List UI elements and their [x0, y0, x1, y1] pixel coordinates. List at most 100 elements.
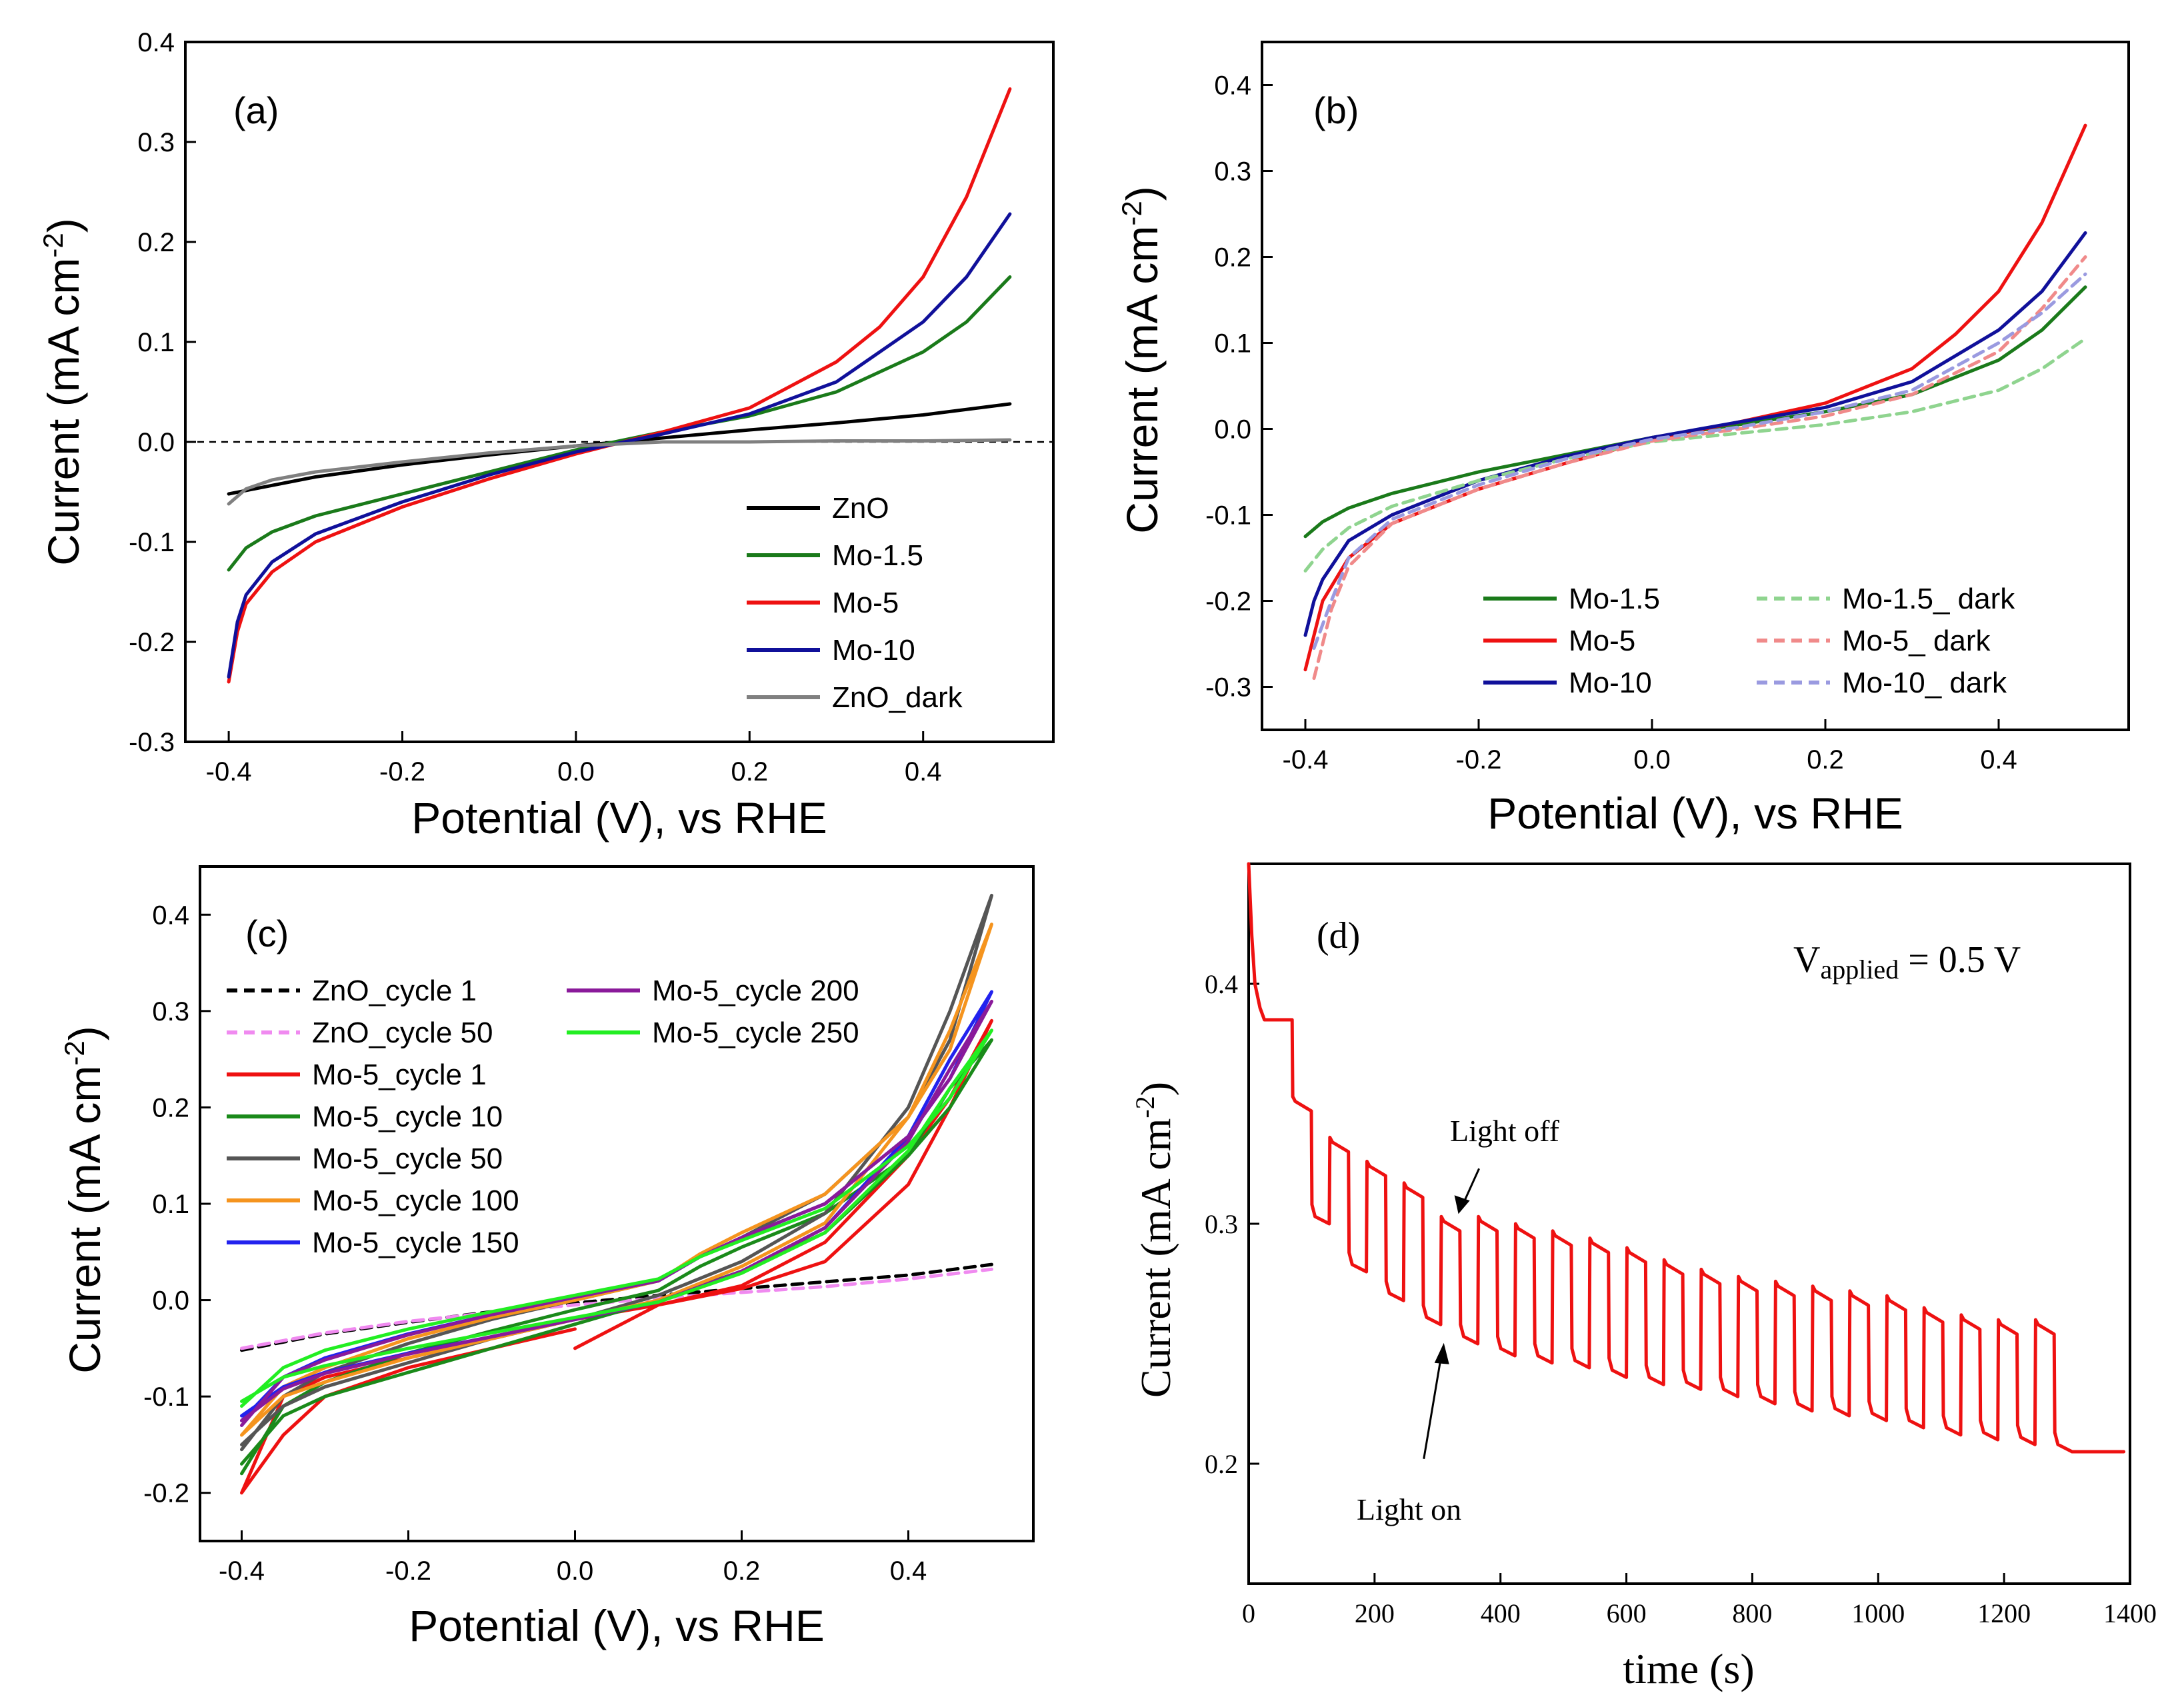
panel-a-y-axis-title-main: Current (mA cm	[39, 258, 88, 566]
panel-a-legend-label: ZnO_dark	[832, 681, 963, 714]
panel-d-x-tick-label: 600	[1607, 1598, 1647, 1628]
panel-a-y-tick-label: 0.0	[137, 428, 175, 457]
panel-a-series-line	[227, 212, 1012, 679]
panel-c-x-tick-label: 0.4	[890, 1556, 927, 1586]
panel-b-series-line	[1303, 337, 2087, 573]
panel-a-series-line	[227, 275, 1012, 572]
panel-a-legend-label: Mo-10	[832, 634, 915, 667]
panel-d-light-on-arrowhead	[1434, 1342, 1449, 1364]
panel-d-chart: (d) Vapplied = 0.5 V Light off Light on …	[1130, 862, 2157, 1692]
panel-d-applied-voltage: Vapplied = 0.5 V	[1793, 939, 2021, 984]
panel-c-y-tick-label: -0.1	[143, 1382, 189, 1412]
panel-a-y-axis-title-close: )	[39, 218, 88, 233]
panel-d-y-tick-label: 0.4	[1205, 969, 1238, 999]
panel-c-series-line	[240, 922, 993, 1437]
panel-c-series-line	[240, 1018, 993, 1495]
panel-c-legend-label: ZnO_cycle 1	[312, 974, 477, 1007]
panel-d-applied-voltage-sub: applied	[1820, 954, 1899, 984]
panel-b-legend-label: Mo-5	[1569, 625, 1635, 657]
panel-d-x-tick-label: 200	[1355, 1598, 1395, 1628]
panel-c-legend-label: Mo-5_cycle 100	[312, 1184, 519, 1217]
panel-a-y-tick-label: 0.1	[137, 328, 175, 357]
panel-c-y-tick-label: 0.2	[152, 1093, 189, 1122]
panel-d-applied-voltage-value: = 0.5 V	[1899, 939, 2021, 980]
panel-a-x-tick-label: 0.0	[557, 757, 595, 787]
panel-a-y-tick-label: -0.3	[129, 728, 175, 757]
panel-b-x-tick-label: -0.4	[1283, 745, 1329, 775]
panel-b-x-tick-label: 0.4	[1980, 745, 2017, 775]
panel-d-light-on-label: Light on	[1357, 1492, 1461, 1526]
panel-b-label: (b)	[1313, 89, 1359, 131]
panel-c-legend-label: Mo-5_cycle 50	[312, 1142, 503, 1175]
panel-c-label: (c)	[245, 912, 289, 954]
panel-a-x-tick-label: -0.2	[379, 757, 425, 787]
panel-c-legend-label: Mo-5_cycle 250	[652, 1016, 859, 1049]
panel-b-x-tick-label: -0.2	[1456, 745, 1502, 775]
panel-c-y-axis-title: Current (mA cm-2)	[59, 1026, 109, 1373]
panel-c-series-line	[240, 999, 993, 1427]
panel-d-x-tick-label: 1400	[2103, 1598, 2157, 1628]
panel-c-legend-label: Mo-5_cycle 200	[652, 974, 859, 1007]
panel-b-x-tick-label: 0.0	[1633, 745, 1671, 775]
panel-a-y-axis-title-sup: -2	[37, 233, 69, 257]
panel-b-series-line	[1303, 231, 2087, 637]
panel-d-y-axis-title-close: )	[1132, 1082, 1179, 1096]
panel-a-frame	[184, 41, 1055, 743]
panel-d-light-off-arrowhead	[1454, 1195, 1470, 1214]
panel-c-series-line	[240, 1028, 993, 1408]
panel-d-label: (d)	[1317, 915, 1360, 956]
panel-a-y-tick-label: -0.1	[129, 528, 175, 557]
panel-a-chart: (a) Potential (V), vs RHE Current (mA cm…	[37, 28, 1055, 843]
panel-a-legend-label: ZnO	[832, 492, 889, 525]
panel-a-y-tick-label: 0.4	[137, 28, 175, 57]
panel-b-legend-label: Mo-1.5	[1569, 583, 1660, 615]
panel-d-series-line	[1247, 862, 2126, 1454]
panel-a-series-line	[227, 438, 1012, 506]
panel-d-light-off-label: Light off	[1450, 1114, 1560, 1148]
panel-b-y-tick-label: 0.2	[1214, 243, 1251, 273]
panel-b-y-axis-title-sup: -2	[1116, 201, 1147, 225]
panel-a-series-line	[227, 87, 1012, 684]
panel-b-series-line	[1312, 272, 2087, 650]
panel-d-x-tick-label: 1200	[1977, 1598, 2031, 1628]
panel-b-legend-label: Mo-1.5_ dark	[1842, 583, 2015, 615]
panel-d-x-tick-label: 400	[1481, 1598, 1521, 1628]
panel-b-y-axis-title-close: )	[1117, 186, 1167, 201]
panel-b-frame	[1261, 41, 2130, 731]
panel-c-series-line	[240, 1267, 993, 1350]
panel-a-legend-label: Mo-5	[832, 587, 899, 619]
panel-b-chart: (b) Potential (V), vs RHE Current (mA cm…	[1116, 41, 2130, 838]
panel-c-y-tick-label: -0.2	[143, 1479, 189, 1508]
panel-c-x-tick-label: -0.2	[385, 1556, 431, 1586]
panel-d-x-tick-label: 1000	[1851, 1598, 1905, 1628]
panel-b-legend-label: Mo-10	[1569, 667, 1652, 699]
panel-b-x-axis-title: Potential (V), vs RHE	[1487, 789, 1903, 838]
panel-d-light-on-arrow	[1423, 1348, 1444, 1460]
panel-c-y-tick-label: 0.0	[152, 1286, 189, 1316]
panel-b-y-axis-title: Current (mA cm-2)	[1116, 186, 1167, 533]
panel-b-y-tick-label: -0.1	[1205, 501, 1251, 531]
panel-d-x-axis-title: time (s)	[1623, 1645, 1754, 1692]
panel-a-y-tick-label: 0.3	[137, 128, 175, 157]
panel-d-x-tick-label: 800	[1732, 1598, 1772, 1628]
panel-c-y-tick-label: 0.3	[152, 997, 189, 1026]
panel-b-legend-label: Mo-10_ dark	[1842, 667, 2007, 699]
panel-a-label: (a)	[233, 89, 279, 131]
panel-b-legend-label: Mo-5_ dark	[1842, 625, 1991, 657]
panel-a-y-axis-title: Current (mA cm-2)	[37, 218, 88, 565]
panel-b-y-tick-label: 0.3	[1214, 157, 1251, 187]
panel-c-y-axis-title-sup: -2	[59, 1040, 90, 1065]
panel-b-y-tick-label: 0.0	[1214, 415, 1251, 445]
panel-d-y-axis-title-main: Current (mA cm	[1132, 1118, 1179, 1398]
panel-d-applied-voltage-v: V	[1793, 939, 1820, 980]
panel-b-x-tick-label: 0.2	[1807, 745, 1844, 775]
panel-c-x-axis-title: Potential (V), vs RHE	[409, 1601, 825, 1650]
panel-d-y-axis-title: Current (mA cm-2)	[1130, 1082, 1179, 1398]
panel-a-legend-label: Mo-1.5	[832, 539, 923, 572]
panel-d-y-tick-label: 0.2	[1205, 1449, 1238, 1479]
panel-d-y-tick-label: 0.3	[1205, 1209, 1238, 1239]
panel-a-y-tick-label: 0.2	[137, 228, 175, 257]
panel-c-legend-label: Mo-5_cycle 150	[312, 1226, 519, 1259]
panel-c-y-axis-title-main: Current (mA cm	[60, 1066, 109, 1374]
panel-c-legend-label: Mo-5_cycle 1	[312, 1058, 487, 1091]
